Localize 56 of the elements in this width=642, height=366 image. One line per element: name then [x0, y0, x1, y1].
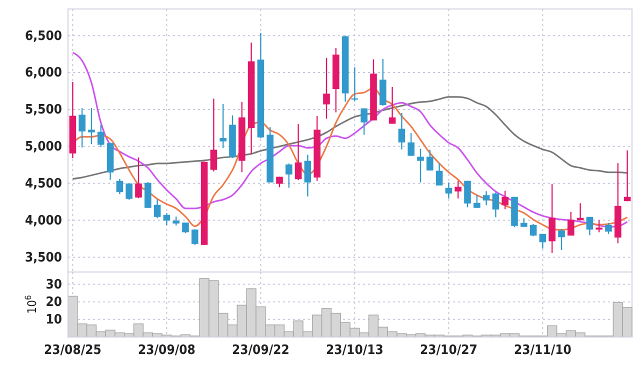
- candlestick: [417, 148, 424, 184]
- candlestick: [116, 178, 124, 195]
- candlestick: [388, 86, 396, 124]
- candlestick: [436, 162, 443, 186]
- candlestick: [98, 124, 104, 148]
- y-tick-label: 30: [46, 277, 62, 292]
- candlestick: [445, 182, 452, 200]
- candlestick: [210, 98, 218, 172]
- candlestick: [558, 228, 565, 251]
- candlestick: [286, 162, 292, 188]
- y-tick-label: 6,500: [25, 28, 62, 44]
- candlestick: [482, 190, 490, 206]
- y-tick-label: 4,500: [25, 176, 62, 192]
- candlestick: [492, 192, 500, 218]
- candlestick: [605, 222, 612, 234]
- y-tick-label: 6,000: [25, 66, 62, 81]
- candlestick: [530, 223, 537, 237]
- candlestick: [596, 220, 602, 233]
- y-tick-label: 5,500: [25, 102, 62, 118]
- candlestick: [474, 194, 480, 208]
- candlestick: [464, 180, 471, 208]
- candlestick: [154, 198, 161, 219]
- candlestick: [78, 107, 86, 148]
- candlestick: [576, 202, 584, 222]
- candlestick: [502, 190, 508, 210]
- y-tick-label: 20: [46, 295, 62, 310]
- candlestick: [126, 182, 132, 200]
- candlestick: [192, 228, 198, 246]
- candlestick: [163, 212, 170, 226]
- candlestick: [408, 132, 414, 156]
- candlestick: [568, 211, 574, 236]
- candlestick: [539, 233, 546, 250]
- y-tick-label: 10: [46, 312, 62, 328]
- x-tick-label: 23/11/10: [514, 343, 572, 358]
- candlestick: [304, 154, 312, 198]
- candlestick: [360, 108, 368, 136]
- candlestick: [454, 180, 462, 200]
- x-tick-label: 23/09/08: [138, 343, 196, 358]
- candlestick: [426, 149, 434, 172]
- candlestick: [220, 103, 226, 149]
- y-tick-label: 5,000: [25, 140, 62, 155]
- x-tick-label: 23/09/22: [232, 343, 290, 358]
- candlestick: [182, 222, 189, 234]
- candlestick: [88, 107, 95, 145]
- y-tick-label: 4,000: [25, 213, 62, 228]
- y-tick-label: 3,500: [25, 250, 62, 266]
- candlestick: [135, 156, 142, 199]
- candlestick: [323, 57, 330, 120]
- candlestick: [294, 124, 302, 181]
- x-tick-label: 23/10/13: [326, 343, 384, 358]
- candlestick: [548, 184, 556, 254]
- line-series: [72, 96, 628, 180]
- x-tick-label: 23/08/25: [44, 343, 102, 358]
- candlestick: [586, 216, 594, 236]
- x-tick-label: 23/10/27: [420, 343, 478, 358]
- candlestick: [398, 112, 406, 150]
